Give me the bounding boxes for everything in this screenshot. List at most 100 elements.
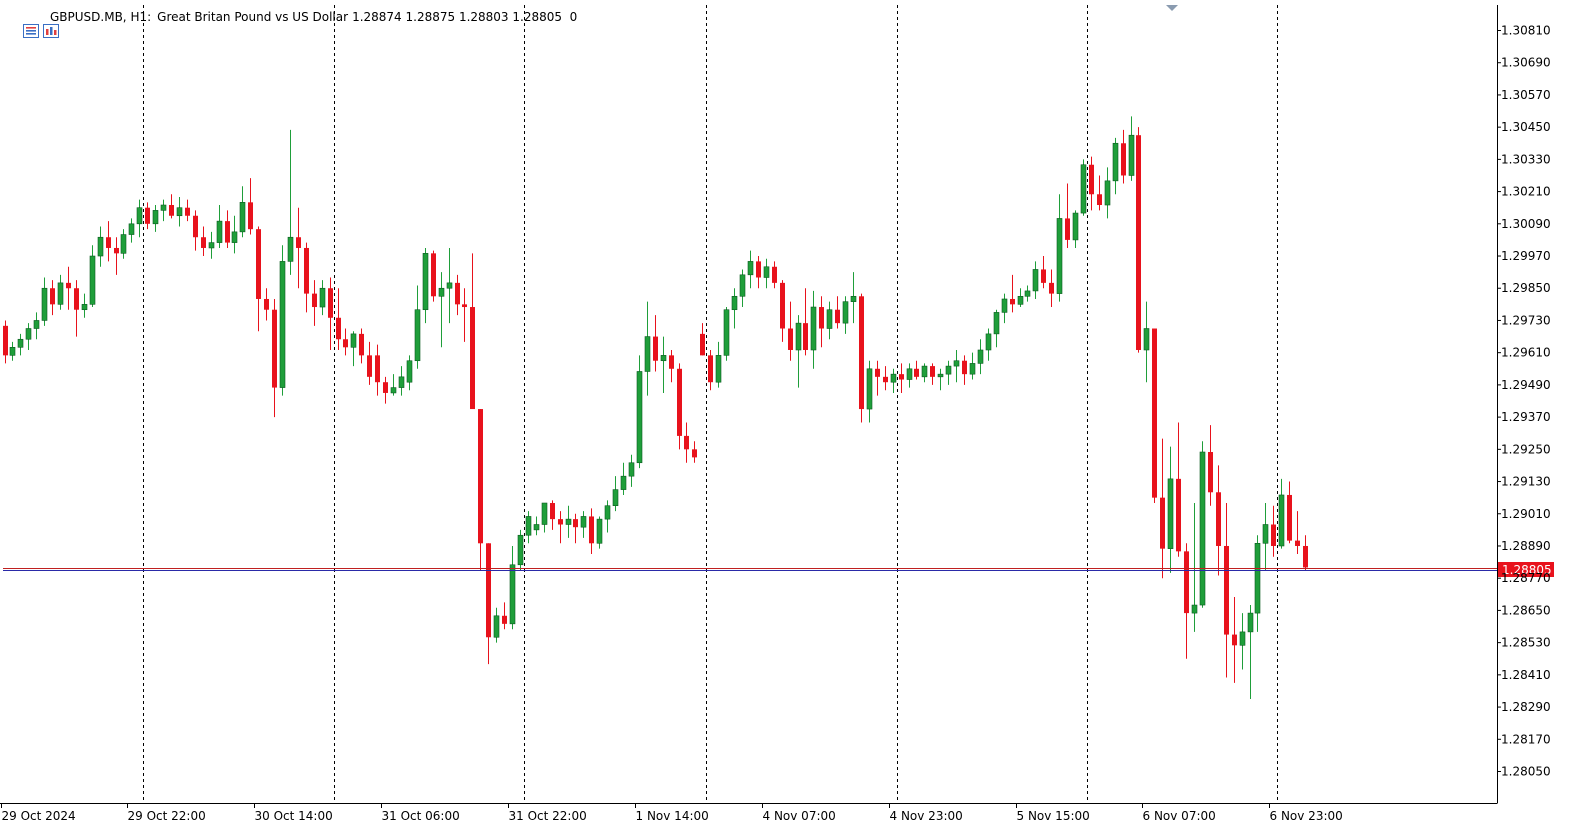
candle-body bbox=[128, 223, 135, 235]
y-tick-label: 1.28530 bbox=[1501, 636, 1551, 650]
candle-body bbox=[1278, 494, 1285, 547]
candle-body bbox=[756, 261, 761, 278]
candle-body bbox=[930, 366, 935, 377]
candle-body bbox=[478, 409, 483, 544]
candle bbox=[628, 454, 635, 487]
candle bbox=[66, 266, 71, 310]
candle bbox=[1097, 175, 1102, 211]
symbol-description: Great Britan Pound vs US Dollar bbox=[157, 10, 349, 24]
candle bbox=[328, 277, 333, 350]
candle-body bbox=[700, 333, 705, 356]
candle-body bbox=[1056, 218, 1063, 294]
y-tick-label: 1.28650 bbox=[1501, 603, 1551, 617]
candle-body bbox=[287, 236, 294, 262]
candle bbox=[145, 202, 150, 230]
candle bbox=[343, 328, 348, 356]
candle-body bbox=[208, 242, 215, 249]
candle-body bbox=[747, 261, 754, 276]
candle bbox=[25, 323, 32, 350]
candle-body bbox=[1010, 298, 1015, 305]
candle-body bbox=[502, 615, 507, 624]
axes: 1.30810 1.30690 1.30570 1.30450 1.30330 1.302… bbox=[0, 5, 1551, 823]
candle bbox=[589, 508, 594, 555]
candle-body bbox=[1247, 612, 1254, 633]
candle-body bbox=[390, 387, 397, 394]
candle-body bbox=[644, 336, 651, 372]
candle bbox=[1191, 503, 1198, 632]
candle bbox=[367, 341, 372, 385]
candle-body bbox=[1049, 282, 1054, 294]
candle bbox=[969, 352, 976, 380]
candle bbox=[1128, 116, 1135, 181]
candle bbox=[1216, 465, 1221, 576]
y-tick-label: 1.29490 bbox=[1501, 378, 1551, 392]
candle-body bbox=[74, 288, 79, 310]
candle-body bbox=[106, 237, 111, 248]
candle-body bbox=[1184, 551, 1189, 614]
candle bbox=[33, 312, 40, 340]
candle bbox=[74, 280, 79, 337]
candle-body bbox=[1239, 631, 1246, 646]
candle bbox=[1287, 481, 1292, 544]
candle bbox=[708, 349, 713, 391]
candle-body bbox=[945, 365, 952, 375]
candle bbox=[414, 285, 421, 369]
candle bbox=[859, 293, 864, 423]
candle bbox=[1271, 505, 1276, 557]
candle bbox=[937, 368, 944, 391]
candle bbox=[1017, 288, 1024, 308]
candle-body bbox=[859, 296, 864, 410]
candle-body bbox=[819, 307, 824, 329]
candle-body bbox=[977, 349, 984, 364]
candle bbox=[470, 253, 475, 410]
candle bbox=[1184, 543, 1189, 659]
candle bbox=[747, 250, 754, 289]
x-tick-label: 29 Oct 2024 bbox=[2, 809, 76, 823]
x-tick-label: 4 Nov 23:00 bbox=[890, 809, 963, 823]
y-tick-label: 1.30570 bbox=[1501, 88, 1551, 102]
y-tick-label: 1.28170 bbox=[1501, 732, 1551, 746]
candle-body bbox=[1041, 269, 1046, 283]
candle bbox=[921, 363, 928, 383]
x-tick-label: 31 Oct 22:00 bbox=[509, 809, 587, 823]
candle-body bbox=[937, 373, 944, 378]
candle-body bbox=[715, 355, 722, 383]
candle-body bbox=[1097, 194, 1102, 206]
candle bbox=[41, 277, 48, 326]
candle bbox=[193, 210, 198, 251]
candle-body bbox=[636, 371, 643, 464]
candle-body bbox=[231, 231, 238, 243]
chart-shift-marker[interactable] bbox=[1166, 5, 1178, 11]
candle bbox=[1065, 183, 1070, 248]
menu-icon[interactable] bbox=[8, 10, 40, 38]
candle-body bbox=[573, 519, 578, 528]
candle-body bbox=[470, 307, 475, 410]
candle bbox=[438, 272, 445, 348]
candle bbox=[1024, 285, 1031, 302]
candle bbox=[398, 366, 405, 396]
candle-body bbox=[558, 519, 563, 525]
x-tick-label: 1 Nov 14:00 bbox=[636, 809, 709, 823]
candle-body bbox=[669, 355, 674, 369]
candle bbox=[114, 237, 119, 275]
candle bbox=[1072, 210, 1079, 248]
candle bbox=[106, 221, 111, 262]
symbol-label: GBPUSD.MB, H1: bbox=[50, 10, 152, 24]
candle bbox=[279, 245, 286, 396]
candle-body bbox=[890, 373, 897, 383]
candle-body bbox=[969, 363, 976, 375]
y-tick-label: 1.28290 bbox=[1501, 700, 1551, 714]
candle-body bbox=[962, 360, 967, 375]
candle bbox=[953, 349, 960, 383]
candle bbox=[359, 328, 364, 364]
candle-body bbox=[1295, 540, 1300, 546]
candle-body bbox=[993, 312, 1000, 335]
bar-chart-icon[interactable] bbox=[28, 10, 60, 38]
candle bbox=[596, 516, 603, 549]
x-tick-label: 6 Nov 23:00 bbox=[1270, 809, 1343, 823]
candle bbox=[1303, 535, 1308, 571]
candle-body bbox=[422, 253, 429, 311]
candle-body bbox=[921, 365, 928, 378]
candle-body bbox=[1232, 634, 1237, 646]
